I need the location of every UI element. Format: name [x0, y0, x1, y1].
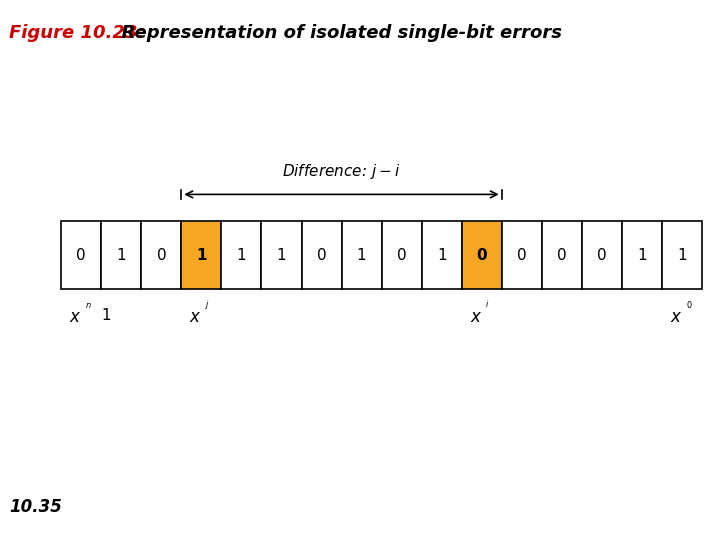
Text: $x$: $x$ — [69, 308, 81, 326]
Text: 0: 0 — [397, 248, 406, 262]
Text: 1: 1 — [196, 248, 207, 262]
Bar — [341, 221, 382, 289]
Bar — [102, 221, 141, 289]
Bar — [61, 221, 102, 289]
Bar — [462, 221, 502, 289]
Text: 1: 1 — [237, 248, 246, 262]
Text: 0: 0 — [597, 248, 607, 262]
Bar — [422, 221, 462, 289]
Text: Representation of isolated single-bit errors: Representation of isolated single-bit er… — [109, 24, 562, 42]
Text: 1: 1 — [97, 308, 112, 323]
Bar — [222, 221, 261, 289]
Text: 1: 1 — [357, 248, 366, 262]
Bar — [181, 221, 222, 289]
Text: 10.35: 10.35 — [9, 498, 62, 516]
Text: 1: 1 — [437, 248, 446, 262]
Bar — [662, 221, 702, 289]
Text: $x$: $x$ — [189, 308, 202, 326]
Text: 0: 0 — [477, 248, 487, 262]
Text: 1: 1 — [637, 248, 647, 262]
Bar — [582, 221, 622, 289]
Text: $^j$: $^j$ — [205, 301, 210, 314]
Text: Figure 10.23:: Figure 10.23: — [9, 24, 145, 42]
Bar — [302, 221, 341, 289]
Bar — [502, 221, 542, 289]
Text: Difference: $j - i$: Difference: $j - i$ — [282, 162, 401, 181]
Bar — [541, 221, 582, 289]
Text: 1: 1 — [678, 248, 687, 262]
Text: 0: 0 — [76, 248, 86, 262]
Bar — [261, 221, 302, 289]
Text: 0: 0 — [557, 248, 567, 262]
Bar — [622, 221, 662, 289]
Text: 0: 0 — [317, 248, 326, 262]
Text: 0: 0 — [517, 248, 526, 262]
Text: 1: 1 — [276, 248, 287, 262]
Text: $x$: $x$ — [469, 308, 482, 326]
Text: $x$: $x$ — [670, 308, 683, 326]
Bar — [141, 221, 181, 289]
Text: $^0$: $^0$ — [685, 301, 693, 314]
Bar — [382, 221, 422, 289]
Text: 1: 1 — [117, 248, 126, 262]
Text: $^n$: $^n$ — [85, 301, 91, 314]
Text: 0: 0 — [156, 248, 166, 262]
Text: $^i$: $^i$ — [485, 301, 490, 314]
